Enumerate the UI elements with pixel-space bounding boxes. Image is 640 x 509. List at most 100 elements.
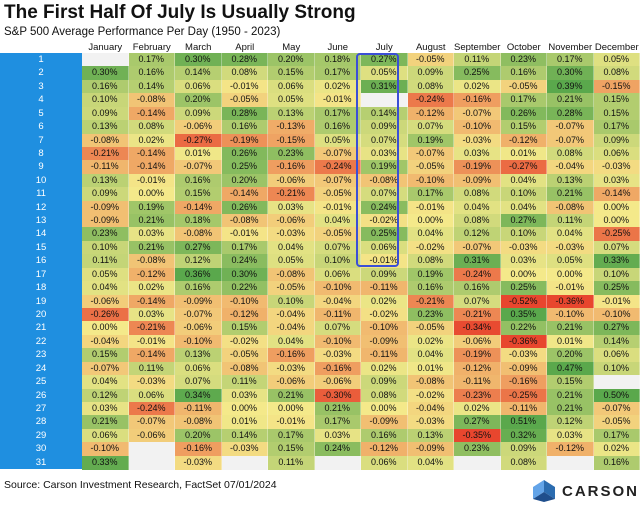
column-header-may: May — [282, 42, 301, 53]
heatmap-cell: 0.00% — [547, 267, 594, 282]
heatmap-cell: 0.13% — [175, 348, 222, 363]
heatmap-cell: 0.15% — [268, 66, 315, 81]
heatmap-cell: 0.01% — [547, 334, 594, 349]
heatmap-cell: 0.28% — [221, 53, 268, 68]
heatmap-cell: 0.15% — [593, 93, 640, 108]
heatmap-cell: -0.06% — [454, 334, 501, 349]
heatmap-cell: 0.07% — [175, 375, 222, 390]
heatmap-cell: 0.10% — [314, 254, 361, 269]
heatmap-cell: 0.13% — [82, 120, 129, 135]
heatmap-cell: 0.17% — [128, 53, 175, 68]
heatmap-cell: 0.17% — [221, 240, 268, 255]
heatmap-cell: 0.03% — [82, 401, 129, 416]
heatmap-cell: 0.05% — [268, 93, 315, 108]
heatmap-cell: -0.09% — [454, 173, 501, 188]
heatmap-cell: 0.16% — [221, 120, 268, 135]
heatmap-cell: -0.07% — [314, 173, 361, 188]
heatmap-cell: -0.01% — [314, 200, 361, 215]
day-label: 19 — [35, 295, 47, 307]
heatmap-cell: 0.32% — [500, 428, 547, 443]
day-label: 29 — [35, 429, 47, 441]
heatmap-cell: -0.15% — [593, 79, 640, 94]
heatmap-cell: 0.05% — [361, 66, 408, 81]
heatmap-cell: 0.16% — [175, 281, 222, 296]
heatmap-cell: -0.25% — [500, 388, 547, 403]
heatmap-cell: 0.15% — [547, 375, 594, 390]
heatmap-cell: 0.15% — [221, 321, 268, 336]
heatmap-cell: 0.20% — [547, 348, 594, 363]
column-header-september: September — [454, 42, 501, 53]
heatmap-cell: 0.08% — [454, 214, 501, 229]
heatmap-cell: 0.04% — [454, 200, 501, 215]
heatmap-cell: 0.06% — [268, 79, 315, 94]
heatmap-cell: 0.24% — [221, 254, 268, 269]
heatmap-cell: 0.30% — [547, 66, 594, 81]
heatmap-cell: -0.01% — [221, 227, 268, 242]
heatmap-cell: 0.02% — [361, 294, 408, 309]
heatmap-cell: -0.03% — [268, 227, 315, 242]
heatmap-cell: 0.15% — [593, 106, 640, 121]
heatmap-cell: 0.16% — [454, 281, 501, 296]
day-label: 6 — [38, 121, 44, 133]
heatmap-cell: -0.16% — [268, 348, 315, 363]
heatmap-cell: -0.07% — [175, 307, 222, 322]
heatmap-cell: 0.04% — [547, 227, 594, 242]
heatmap-cell: -0.11% — [361, 348, 408, 363]
heatmap-cell: 0.10% — [593, 361, 640, 376]
heatmap-cell: 0.00% — [221, 401, 268, 416]
heatmap-cell: -0.07% — [454, 240, 501, 255]
heatmap-cell: 0.17% — [268, 428, 315, 443]
heatmap-cell: 0.21% — [547, 93, 594, 108]
heatmap-cell — [128, 442, 175, 457]
heatmap-cell: 0.16% — [314, 120, 361, 135]
heatmap-cell: 0.09% — [361, 267, 408, 282]
heatmap-cell: 0.08% — [407, 254, 454, 269]
heatmap-cell: -0.02% — [221, 334, 268, 349]
heatmap-cell: 0.17% — [500, 93, 547, 108]
heatmap-cell: -0.02% — [361, 307, 408, 322]
heatmap-cell: 0.22% — [500, 321, 547, 336]
heatmap-cell: 0.02% — [407, 334, 454, 349]
heatmap-cell: -0.04% — [407, 401, 454, 416]
heatmap-cell: 0.03% — [314, 428, 361, 443]
heatmap-cell: 0.13% — [547, 173, 594, 188]
heatmap-cell: 0.05% — [593, 53, 640, 68]
heatmap-cell — [547, 455, 594, 470]
heatmap-cell: 0.03% — [454, 146, 501, 161]
heatmap-cell: -0.24% — [454, 267, 501, 282]
heatmap-cell: -0.09% — [500, 361, 547, 376]
heatmap-cell: -0.04% — [82, 334, 129, 349]
heatmap-cell: 0.07% — [593, 240, 640, 255]
heatmap-cell — [221, 455, 268, 470]
day-label: 23 — [35, 349, 47, 361]
heatmap-cell: -0.08% — [175, 415, 222, 430]
heatmap-cell: 0.02% — [593, 442, 640, 457]
day-label: 24 — [35, 362, 47, 374]
heatmap-cell: 0.02% — [128, 281, 175, 296]
heatmap-cell: -0.07% — [454, 106, 501, 121]
heatmap-cell: -0.03% — [128, 375, 175, 390]
heatmap-cell: -0.01% — [593, 294, 640, 309]
heatmap-cell: -0.07% — [314, 146, 361, 161]
heatmap-cell — [314, 455, 361, 470]
heatmap-cell: -0.12% — [500, 133, 547, 148]
heatmap-cell: -0.03% — [268, 361, 315, 376]
heatmap-cell: 0.04% — [82, 281, 129, 296]
heatmap-cell: 0.05% — [314, 133, 361, 148]
heatmap-cell: 0.31% — [361, 79, 408, 94]
heatmap-cell: 0.33% — [593, 254, 640, 269]
heatmap-cell: -0.19% — [454, 348, 501, 363]
day-label: 22 — [35, 335, 47, 347]
heatmap-cell: 0.31% — [454, 254, 501, 269]
heatmap-cell: 0.20% — [268, 53, 315, 68]
heatmap-cell: 0.00% — [407, 214, 454, 229]
heatmap-cell: 0.23% — [407, 307, 454, 322]
heatmap-cell: 0.12% — [454, 227, 501, 242]
heatmap-cell: 0.11% — [268, 455, 315, 470]
heatmap-cell: 0.02% — [314, 79, 361, 94]
heatmap-cell: 0.07% — [314, 240, 361, 255]
heatmap-cell: 0.16% — [361, 428, 408, 443]
heatmap-cell: -0.05% — [221, 93, 268, 108]
heatmap-cell: 0.24% — [314, 442, 361, 457]
heatmap-cell: -0.10% — [361, 321, 408, 336]
